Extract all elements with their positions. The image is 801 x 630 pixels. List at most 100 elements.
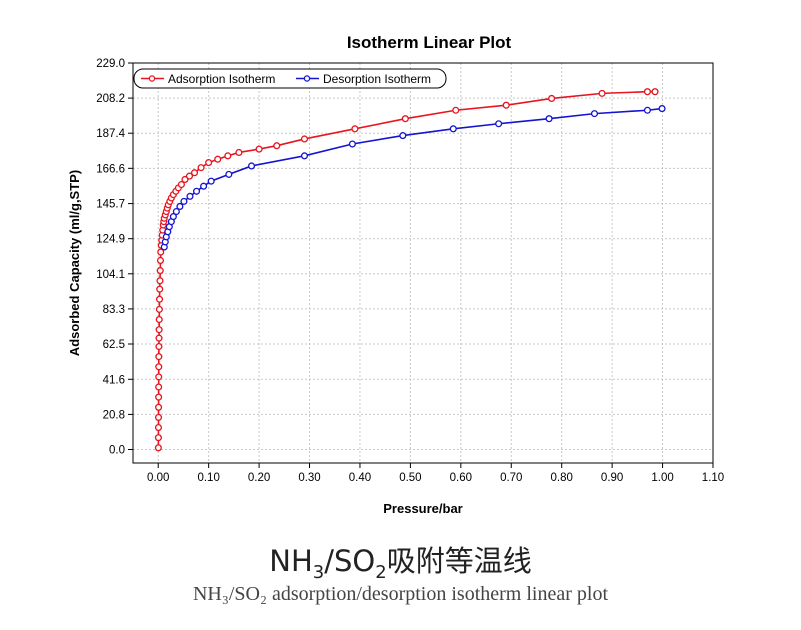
adsorption-data-point	[190, 169, 199, 177]
desorption-data-point	[495, 120, 503, 128]
y-tick-label: 124.9	[96, 234, 125, 246]
adsorption-data-point	[185, 172, 194, 180]
desorption-data-point	[200, 182, 208, 190]
x-tick-label: 0.10	[197, 472, 219, 484]
axes: 0.00 0.10 0.20 0.30 0.40 0.50 0.60 0.70 0.80 0.90…	[96, 58, 724, 484]
adsorption-data-point	[155, 403, 163, 411]
desorption-data-point	[643, 106, 651, 114]
x-axis-label: Pressure/bar	[383, 501, 463, 516]
desorption-data-point	[590, 110, 599, 118]
desorption-data-point	[172, 207, 180, 216]
adsorption-data-point	[156, 267, 164, 275]
x-tick-label: 0.80	[551, 472, 573, 484]
adsorption-data-point	[155, 326, 163, 334]
desorption-data-point	[658, 105, 666, 113]
adsorption-data-point	[502, 101, 510, 109]
y-tick-label: 62.5	[103, 339, 125, 351]
caption-cn-prefix: NH	[269, 544, 313, 578]
y-tick-label: 229.0	[96, 58, 125, 70]
data-series	[154, 88, 666, 452]
adsorption-data-point	[224, 152, 232, 160]
legend-desorption-label: Desorption Isotherm	[323, 72, 431, 86]
desorption-data-point	[180, 197, 188, 205]
adsorption-data-point	[181, 175, 189, 184]
adsorption-data-point	[205, 159, 213, 167]
adsorption-data-point	[214, 155, 222, 163]
adsorption-data-point	[154, 434, 162, 442]
chart-legend: Adsorption Isotherm Desorption Isotherm	[133, 68, 447, 89]
desorption-data-point	[169, 213, 177, 221]
adsorption-data-point	[155, 383, 163, 391]
grid-lines	[133, 62, 714, 463]
adsorption-data-point	[155, 373, 163, 381]
adsorption-data-point	[155, 353, 163, 361]
chart-title: Isotherm Linear Plot	[347, 33, 512, 52]
x-tick-label: 0.00	[147, 472, 169, 484]
desorption-data-point	[176, 202, 184, 211]
desorption-data-point	[225, 170, 233, 178]
isotherm-chart: Isotherm Linear Plot 0.00 0.10 0.20 0.30 0.4…	[67, 33, 724, 516]
legend-adsorption-marker	[148, 75, 156, 82]
caption-cn-mid: /SO	[324, 544, 376, 578]
caption-cn-subscript-1: 3	[312, 561, 325, 583]
adsorption-data-point	[651, 88, 659, 96]
x-tick-label: 0.30	[298, 472, 320, 484]
plot-area-frame	[132, 62, 714, 464]
adsorption-data-point	[155, 393, 163, 401]
desorption-data-point	[399, 132, 407, 140]
y-tick-label: 41.6	[103, 374, 125, 386]
desorption-series-line	[163, 107, 663, 248]
adsorption-data-point	[273, 142, 281, 150]
adsorption-data-point	[156, 256, 165, 265]
x-tick-label: 0.70	[500, 472, 522, 484]
caption-cn-subscript-2: 2	[375, 561, 387, 583]
adsorption-data-point	[155, 305, 163, 313]
x-tick-label: 0.20	[248, 472, 270, 484]
adsorption-data-point	[155, 363, 163, 371]
y-tick-label: 104.1	[96, 269, 125, 281]
desorption-data-point	[300, 152, 309, 160]
legend-adsorption-label: Adsorption Isotherm	[168, 72, 275, 86]
caption-english: NH₃/SO₂ adsorption/desorption isotherm l…	[192, 583, 608, 605]
y-tick-label: 187.4	[96, 128, 125, 140]
adsorption-data-point	[351, 125, 359, 133]
y-tick-label: 166.6	[96, 163, 125, 175]
adsorption-data-point	[197, 164, 205, 172]
adsorption-data-point	[255, 145, 263, 153]
y-axis-label: Adsorbed Capacity (ml/g,STP)	[67, 170, 82, 356]
x-tick-label: 0.60	[450, 472, 472, 484]
y-tick-label: 20.8	[103, 409, 125, 421]
adsorption-data-point	[548, 94, 556, 102]
desorption-data-point	[207, 177, 215, 185]
x-tick-label: 0.40	[349, 472, 371, 484]
adsorption-data-point	[155, 295, 164, 303]
desorption-data-point	[348, 140, 356, 148]
adsorption-data-point	[155, 342, 163, 351]
adsorption-data-point	[452, 106, 460, 114]
adsorption-data-point	[156, 277, 164, 285]
x-tick-label: 1.10	[702, 472, 724, 484]
adsorption-data-point	[157, 248, 165, 256]
legend-box	[133, 68, 447, 89]
adsorption-data-point	[154, 424, 163, 432]
desorption-data-point	[192, 187, 201, 195]
caption-chinese: NH3/SO2吸附等温线	[0, 538, 801, 583]
adsorption-data-point	[177, 180, 185, 189]
adsorption-series-line	[157, 90, 655, 448]
adsorption-data-point	[155, 334, 163, 342]
caption-cn-text: 吸附等温线	[386, 544, 532, 578]
desorption-data-point	[247, 162, 256, 170]
adsorption-data-point	[154, 444, 162, 452]
adsorption-data-point	[598, 89, 606, 97]
adsorption-data-point	[401, 115, 409, 123]
y-tick-label: 0.0	[109, 444, 125, 456]
desorption-data-point	[186, 192, 194, 200]
y-tick-label: 208.2	[96, 93, 125, 105]
adsorption-data-point	[154, 413, 163, 421]
legend-desorption-marker	[303, 75, 311, 82]
desorption-data-point	[449, 125, 457, 133]
y-tick-label: 145.7	[96, 199, 125, 211]
y-tick-label: 83.3	[103, 304, 125, 316]
desorption-data-point	[545, 115, 553, 123]
adsorption-data-point	[300, 135, 309, 143]
